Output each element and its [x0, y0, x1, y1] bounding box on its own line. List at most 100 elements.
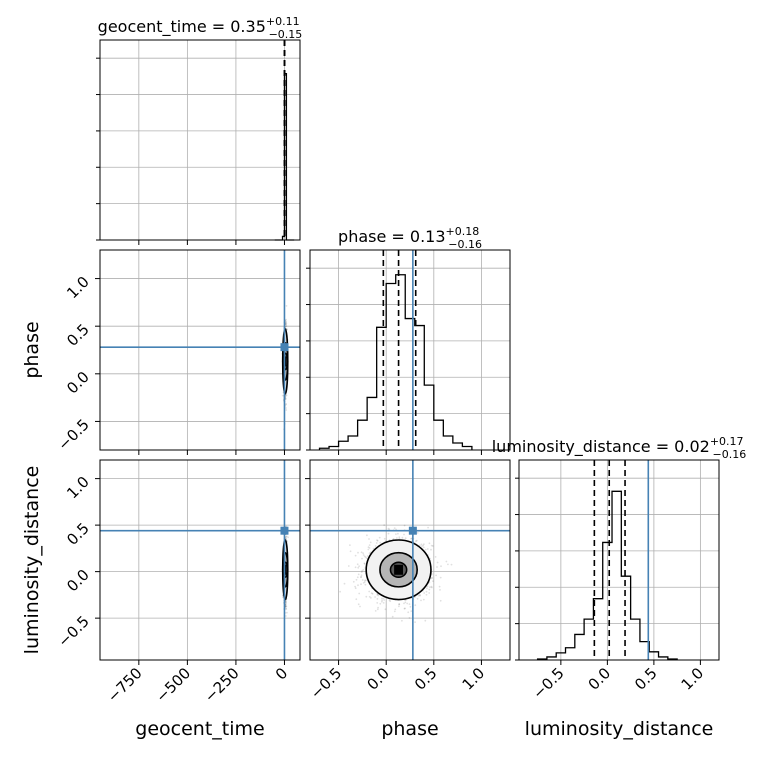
sample-point: [428, 542, 431, 545]
sample-point: [364, 579, 366, 582]
axes-frame: [518, 459, 720, 661]
sample-point: [376, 602, 379, 604]
sample-point: [362, 569, 365, 571]
pair-panel-geocent_time-vs-luminosity_distance: −750 −500 −250 0 −0.5 0.0 0.5 1.0: [54, 459, 301, 706]
sample-point: [362, 582, 365, 584]
x-tick-label: −250: [201, 664, 243, 706]
panel-content: [310, 460, 510, 660]
sample-point: [349, 544, 351, 546]
sample-point: [428, 592, 431, 594]
sample-point: [354, 554, 357, 557]
sample-point: [367, 546, 370, 549]
sample-point: [365, 595, 368, 598]
grid-lines: [310, 250, 510, 450]
diagonal-title: luminosity_distance = 0.02+0.17 −0.16: [492, 435, 747, 461]
sample-point: [398, 603, 401, 606]
sample-point: [436, 566, 438, 568]
sample-point: [285, 318, 287, 321]
sample-point: [370, 597, 372, 599]
truth-marker: [280, 343, 289, 352]
sample-point: [388, 528, 391, 531]
title-upper-error: +0.17: [710, 435, 744, 448]
sample-point: [356, 576, 359, 579]
sample-point: [370, 592, 373, 594]
sample-point: [425, 590, 428, 593]
sample-point: [368, 590, 371, 593]
sample-point: [403, 533, 405, 536]
sample-point: [374, 610, 377, 612]
y-axis-label: luminosity_distance: [21, 466, 43, 655]
sample-point: [284, 325, 287, 327]
sample-point: [410, 610, 413, 612]
sample-point: [393, 527, 396, 529]
x-axis-label: geocent_time: [135, 718, 264, 740]
sample-point: [362, 554, 365, 556]
sample-point: [398, 537, 401, 540]
sample-point: [423, 543, 425, 546]
sample-point: [285, 322, 288, 325]
sample-point: [426, 585, 429, 588]
sample-point: [356, 563, 359, 566]
sample-point: [427, 526, 429, 529]
axes-frame: [99, 39, 301, 241]
histogram-step: [536, 490, 678, 660]
sample-point: [358, 565, 360, 568]
sample-point: [284, 397, 287, 400]
sample-point: [382, 602, 385, 604]
sample-point: [431, 577, 434, 579]
sample-point: [285, 601, 287, 603]
sample-point: [366, 534, 368, 537]
sample-point: [431, 586, 433, 589]
sample-point: [396, 537, 398, 539]
sample-point: [377, 594, 380, 597]
sample-point: [285, 323, 287, 326]
axes-frame: [309, 459, 511, 661]
sample-point: [376, 608, 379, 611]
sample-point: [395, 533, 397, 535]
sample-point: [439, 589, 441, 591]
y-tick-label: 0.0: [63, 566, 93, 596]
title-lower-error: −0.15: [269, 28, 303, 41]
x-tick-label: 0.0: [363, 664, 393, 694]
sample-point: [388, 599, 391, 602]
sample-point: [285, 602, 287, 605]
x-tick-label: 0.5: [411, 664, 441, 694]
sample-point: [387, 527, 390, 530]
diagonal-panel-phase: phase = 0.13+0.18 −0.16: [306, 225, 511, 455]
sample-point: [366, 555, 369, 557]
sample-point: [421, 545, 423, 547]
sample-point: [398, 605, 400, 608]
sample-point: [447, 563, 449, 566]
sample-point: [418, 544, 421, 547]
sample-point: [360, 574, 363, 577]
sample-point: [358, 592, 361, 595]
sample-point: [377, 606, 379, 609]
sample-point: [379, 602, 382, 605]
sample-point: [376, 598, 379, 600]
sample-point: [401, 619, 403, 622]
title-upper-error: +0.18: [446, 225, 480, 238]
sample-point: [376, 539, 378, 541]
sample-point: [420, 543, 423, 546]
sample-point: [404, 537, 407, 540]
sample-point: [361, 570, 363, 572]
x-tick-label: −0.5: [529, 664, 567, 702]
sample-point: [430, 544, 433, 547]
grid-lines: [519, 460, 719, 660]
sample-point: [363, 555, 366, 558]
sample-point: [401, 536, 404, 539]
pair-panel-geocent_time-vs-phase: −0.5 0.0 0.5 1.0: [54, 249, 301, 455]
sample-point: [376, 539, 379, 542]
sample-point: [426, 587, 428, 590]
sample-point: [440, 565, 442, 568]
sample-point: [407, 611, 410, 614]
sample-point: [369, 541, 372, 544]
sample-point: [398, 603, 401, 606]
panel-content: [100, 250, 300, 450]
sample-point: [422, 598, 425, 601]
sample-point: [419, 594, 422, 597]
sample-point: [374, 596, 376, 598]
title-lower-error: −0.16: [713, 448, 747, 461]
sample-point: [430, 585, 433, 588]
sample-point: [403, 524, 406, 527]
